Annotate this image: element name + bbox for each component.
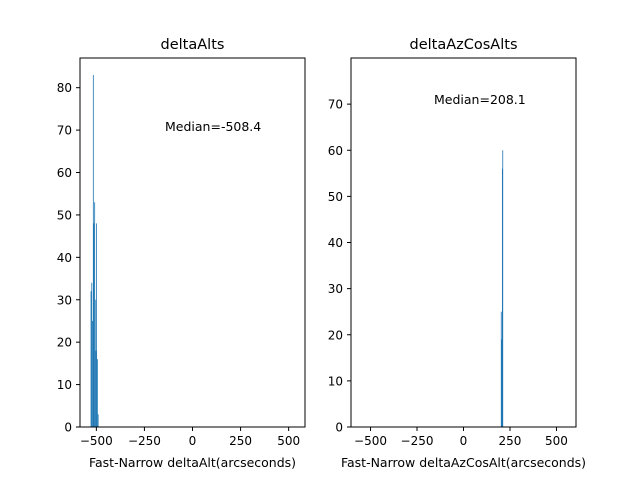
y-tick-label: 20: [328, 328, 343, 342]
histogram-bars: [500, 150, 504, 427]
x-tick-label: −500: [354, 434, 387, 448]
histogram-bar: [95, 350, 97, 427]
y-tick-label: 20: [57, 336, 72, 350]
y-tick-label: 10: [328, 374, 343, 388]
x-tick-label: 250: [499, 434, 522, 448]
y-axis-ticks: 0 10 20 30 40 50 60 70: [328, 98, 351, 435]
x-tick-label: 0: [460, 434, 468, 448]
panel-delta-az-cos-alts: −500 −250 0 250 500 0 10 20 30 40 50 60 70 deltaAzC…: [328, 37, 586, 470]
x-axis-label: Fast-Narrow deltaAzCosAlt(arcseconds): [341, 455, 586, 470]
y-tick-label: 0: [335, 421, 343, 435]
histogram-bar: [96, 359, 98, 427]
x-tick-label: −500: [80, 434, 113, 448]
histogram-bar: [92, 74, 94, 427]
y-tick-label: 60: [57, 166, 72, 180]
histogram-bar: [96, 223, 97, 427]
histogram-bar: [91, 282, 93, 427]
chart-title: deltaAlts: [161, 37, 225, 53]
y-tick-label: 50: [328, 190, 343, 204]
histogram-bar: [502, 150, 504, 427]
y-tick-label: 70: [328, 98, 343, 112]
histogram-bar: [94, 202, 96, 427]
median-annotation: Median=208.1: [434, 92, 526, 107]
y-tick-label: 70: [57, 124, 72, 138]
histogram-bar: [97, 414, 99, 427]
x-tick-label: −250: [128, 434, 161, 448]
y-tick-label: 80: [57, 81, 72, 95]
median-annotation: Median=-508.4: [165, 119, 261, 134]
x-axis-label: Fast-Narrow deltaAlt(arcseconds): [89, 455, 296, 470]
histogram-bar: [93, 223, 95, 427]
histogram-bars: [90, 74, 99, 427]
y-tick-label: 60: [328, 144, 343, 158]
x-axis-ticks: −500 −250 0 250 500: [354, 427, 568, 448]
histogram-bar: [90, 291, 92, 427]
x-tick-label: 500: [277, 434, 300, 448]
y-tick-label: 50: [57, 208, 72, 222]
x-tick-label: 250: [229, 434, 252, 448]
y-tick-label: 40: [57, 251, 72, 265]
x-axis-ticks: −500 −250 0 250 500: [80, 427, 300, 448]
x-tick-label: 500: [545, 434, 568, 448]
x-tick-label: 0: [189, 434, 197, 448]
y-tick-label: 30: [328, 282, 343, 296]
histogram-bar: [94, 299, 96, 427]
panel-delta-alts: −500 −250 0 250 500 0 10 20 30 40 50 60 70 80 deltaA…: [57, 37, 306, 470]
y-axis-ticks: 0 10 20 30 40 50 60 70 80: [57, 81, 80, 435]
histogram-bar: [92, 320, 93, 427]
y-tick-label: 10: [57, 378, 72, 392]
y-tick-label: 0: [64, 421, 72, 435]
y-tick-label: 30: [57, 293, 72, 307]
y-tick-label: 40: [328, 236, 343, 250]
chart-title: deltaAzCosAlts: [410, 37, 518, 53]
x-tick-label: −250: [401, 434, 434, 448]
